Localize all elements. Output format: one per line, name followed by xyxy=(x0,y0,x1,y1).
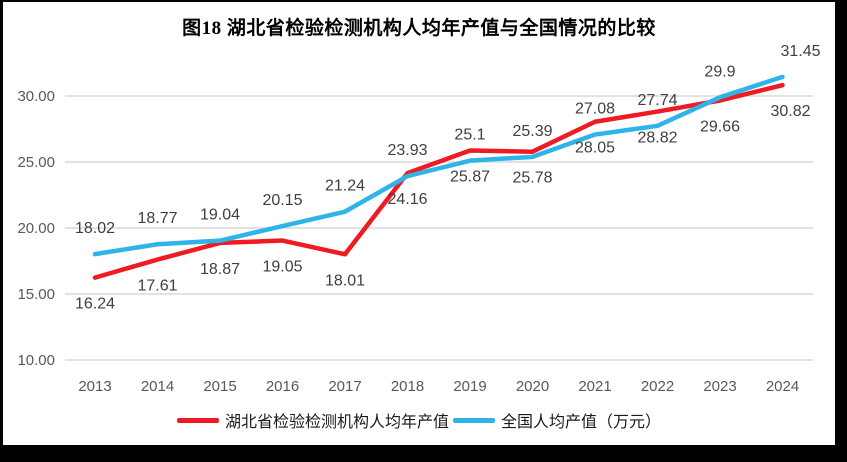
data-label-1: 21.24 xyxy=(325,178,365,195)
data-label-0: 30.82 xyxy=(770,103,810,120)
x-tick-label: 2016 xyxy=(266,378,299,395)
blue-line-swatch-icon xyxy=(453,417,495,423)
series-line-1 xyxy=(92,74,785,257)
data-label-1: 27.74 xyxy=(637,92,677,109)
data-label-0: 18.01 xyxy=(325,272,365,289)
red-line-swatch-icon xyxy=(176,417,219,423)
x-tick-label: 2024 xyxy=(766,378,799,395)
x-tick-label: 2019 xyxy=(453,378,486,395)
y-tick-label: 20.00 xyxy=(17,220,55,237)
data-label-0: 28.05 xyxy=(575,140,615,157)
legend-label-hubei: 湖北省检验检测机构人均年产值 xyxy=(224,414,449,431)
data-label-0: 17.61 xyxy=(137,278,177,295)
y-tick-label: 15.00 xyxy=(17,286,55,303)
y-tick-label: 10.00 xyxy=(17,352,55,369)
data-label-0: 29.66 xyxy=(700,118,740,135)
legend-label-national: 全国人均产值（万元） xyxy=(501,414,662,431)
data-label-0: 16.24 xyxy=(75,296,115,313)
legend-item-national: 全国人均产值（万元） xyxy=(453,408,661,432)
x-tick-label: 2014 xyxy=(141,378,174,395)
chart-legend: 湖北省检验检测机构人均年产值 全国人均产值（万元） xyxy=(3,408,835,432)
data-label-0: 25.87 xyxy=(450,169,490,186)
chart-title: 图18 湖北省检验检测机构人均年产值与全国情况的比较 xyxy=(182,18,656,39)
x-tick-label: 2017 xyxy=(328,378,361,395)
data-label-0: 25.78 xyxy=(512,170,552,187)
x-tick-label: 2018 xyxy=(391,378,424,395)
chart-plot: 10.00 15.00 20.00 25.00 30.00 2013 2014 2015 201… xyxy=(17,43,820,395)
data-label-0: 18.87 xyxy=(200,261,240,278)
data-label-1: 20.15 xyxy=(262,192,302,209)
x-tick-label: 2015 xyxy=(203,378,236,395)
data-label-0: 24.16 xyxy=(387,191,427,208)
data-label-1: 18.77 xyxy=(137,210,177,227)
data-label-1: 23.93 xyxy=(387,142,427,159)
x-tick-label: 2020 xyxy=(516,378,549,395)
series-line-0 xyxy=(92,82,785,280)
legend-item-hubei: 湖北省检验检测机构人均年产值 xyxy=(176,408,449,432)
x-tick-label: 2023 xyxy=(703,378,736,395)
data-label-1: 29.9 xyxy=(704,63,735,80)
data-label-1: 31.45 xyxy=(780,43,820,60)
data-label-1: 25.1 xyxy=(454,127,485,144)
data-label-0: 28.82 xyxy=(637,130,677,147)
y-tick-label: 30.00 xyxy=(17,88,55,105)
data-label-0: 19.05 xyxy=(262,259,302,276)
x-tick-label: 2021 xyxy=(578,378,611,395)
data-label-1: 25.39 xyxy=(512,123,552,140)
data-label-1: 18.02 xyxy=(75,220,115,237)
y-tick-label: 25.00 xyxy=(17,154,55,171)
data-label-1: 27.08 xyxy=(575,101,615,118)
x-tick-label: 2022 xyxy=(641,378,674,395)
chart-panel: 10.00 15.00 20.00 25.00 30.00 2013 2014 2015 201… xyxy=(3,2,835,445)
data-label-1: 19.04 xyxy=(200,207,240,224)
x-tick-label: 2013 xyxy=(78,378,111,395)
